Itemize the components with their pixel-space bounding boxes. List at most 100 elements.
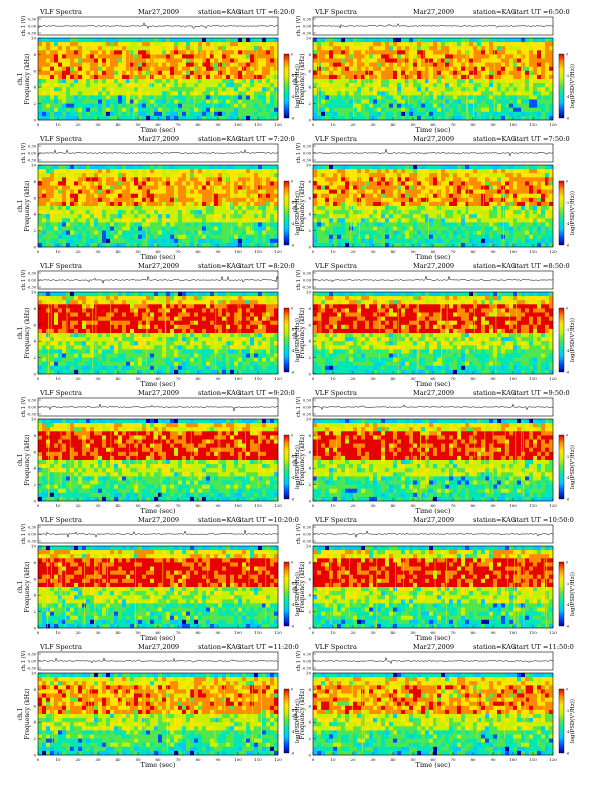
spectrogram-cell [82,230,87,235]
spectrogram-cell [393,62,398,67]
spectrogram-cell [50,234,55,239]
spectrogram-cell [190,70,195,76]
spectrogram-cell [114,197,119,203]
spectrogram-cell [66,62,71,67]
spectrogram-cell [266,197,271,203]
spectrogram-cell [465,38,470,43]
spectrogram-cell [218,222,223,227]
spectrogram-cell [142,222,147,227]
spectrogram-cell [409,103,414,108]
spectrogram-cell [369,66,374,71]
spectrogram-cell [78,99,83,104]
spectrogram-cell [385,210,390,215]
spectrogram-cell [317,62,322,67]
spectrogram-cell [138,193,143,198]
spectrogram-cell [70,197,75,203]
spectrogram-cell [433,107,438,112]
spectrogram-cell [449,50,454,55]
spectrogram-cell [214,95,219,100]
spectrogram-cell [409,107,414,112]
spectrogram-cell [441,238,446,244]
spectrogram-cell [218,169,223,174]
spectrogram-cell [341,201,346,207]
spectrogram-cell [238,91,243,96]
spectrogram-cell [54,99,59,104]
spectrogram-cell [465,46,470,51]
spectrogram-cell [202,242,207,248]
spectrogram-cell [413,46,418,51]
spectrogram-cell [473,181,478,186]
spectrogram-cell [509,197,514,203]
spectrogram-cell [186,54,191,59]
spectrogram-cell [317,70,322,76]
y-tick-label: 0 [308,118,311,123]
spectrogram-cell [393,74,398,80]
spectrogram-cell [381,66,386,71]
spectrogram-cell [246,91,251,96]
spectrogram-cell [174,234,179,239]
spectrogram-cell [214,103,219,108]
spectrogram-cell [266,214,271,219]
spectrogram-cell [114,46,119,51]
spectrogram-cell [421,79,426,84]
spectrogram-cell [106,62,111,67]
spectrogram-cell [541,206,546,211]
spectrogram-cell [549,38,554,43]
spectrogram-cell [329,111,334,117]
spectrogram-cell [102,238,107,244]
spectrogram-cell [493,111,498,117]
spectrogram-cell [313,111,318,117]
spectrogram-cell [489,66,494,71]
spectrogram-cell [246,38,251,43]
spectrogram-cell [150,165,155,170]
spectrogram-cell [489,169,494,174]
spectrogram-cell [329,173,334,178]
spectrogram-cell [250,46,255,51]
spectrogram-cell [198,169,203,174]
spectrogram-cell [457,197,462,203]
spectrogram-cell [138,66,143,71]
spectrogram-cell [485,234,490,239]
spectrogram-cell [381,169,386,174]
x-tick-label: 70 [175,122,181,127]
spectrogram-cell [341,38,346,43]
spectrogram-cell [226,54,231,59]
spectrogram-cell [497,62,502,67]
spectrogram-cell [497,83,502,88]
spectrogram-cell [58,91,63,96]
spectrogram-cell [162,165,167,170]
spectrogram-cell [361,201,366,207]
spectrogram-cell [218,206,223,211]
spectrogram-cell [381,103,386,108]
spectrogram-cell [50,173,55,178]
spectrogram-cell [493,206,498,211]
spectrogram-cell [182,38,187,43]
spectrogram-cell [401,193,406,198]
spectrogram-cell [457,193,462,198]
spectrogram-cell [417,87,422,92]
spectrogram-cell [150,42,155,47]
spectrogram-cell [226,42,231,47]
spectrogram-cell [118,58,123,63]
spectrogram-cell [377,234,382,239]
spectrogram-cell [54,54,59,59]
spectrogram-cell [437,87,442,92]
spectrogram-cell [425,62,430,67]
spectrogram-cell [238,193,243,198]
spectrogram-cell [353,46,358,51]
spectrogram-cell [214,66,219,71]
spectrogram-cell [349,54,354,59]
spectrogram-cell [178,79,183,84]
spectrogram-cell [393,210,398,215]
x-tick-label: 50 [410,122,416,127]
spectrogram-cell [541,181,546,186]
spectrogram-cell [481,79,486,84]
waveform-tick-label: 0.30 [303,145,312,149]
spectrogram-cell [329,91,334,96]
spectrogram-cell [86,210,91,215]
spectrogram-cell [86,70,91,76]
spectrogram-cell [250,218,255,223]
spectrogram-cell [210,234,215,239]
spectrogram-cell [238,218,243,223]
y-tick-label: 6 [33,195,36,200]
